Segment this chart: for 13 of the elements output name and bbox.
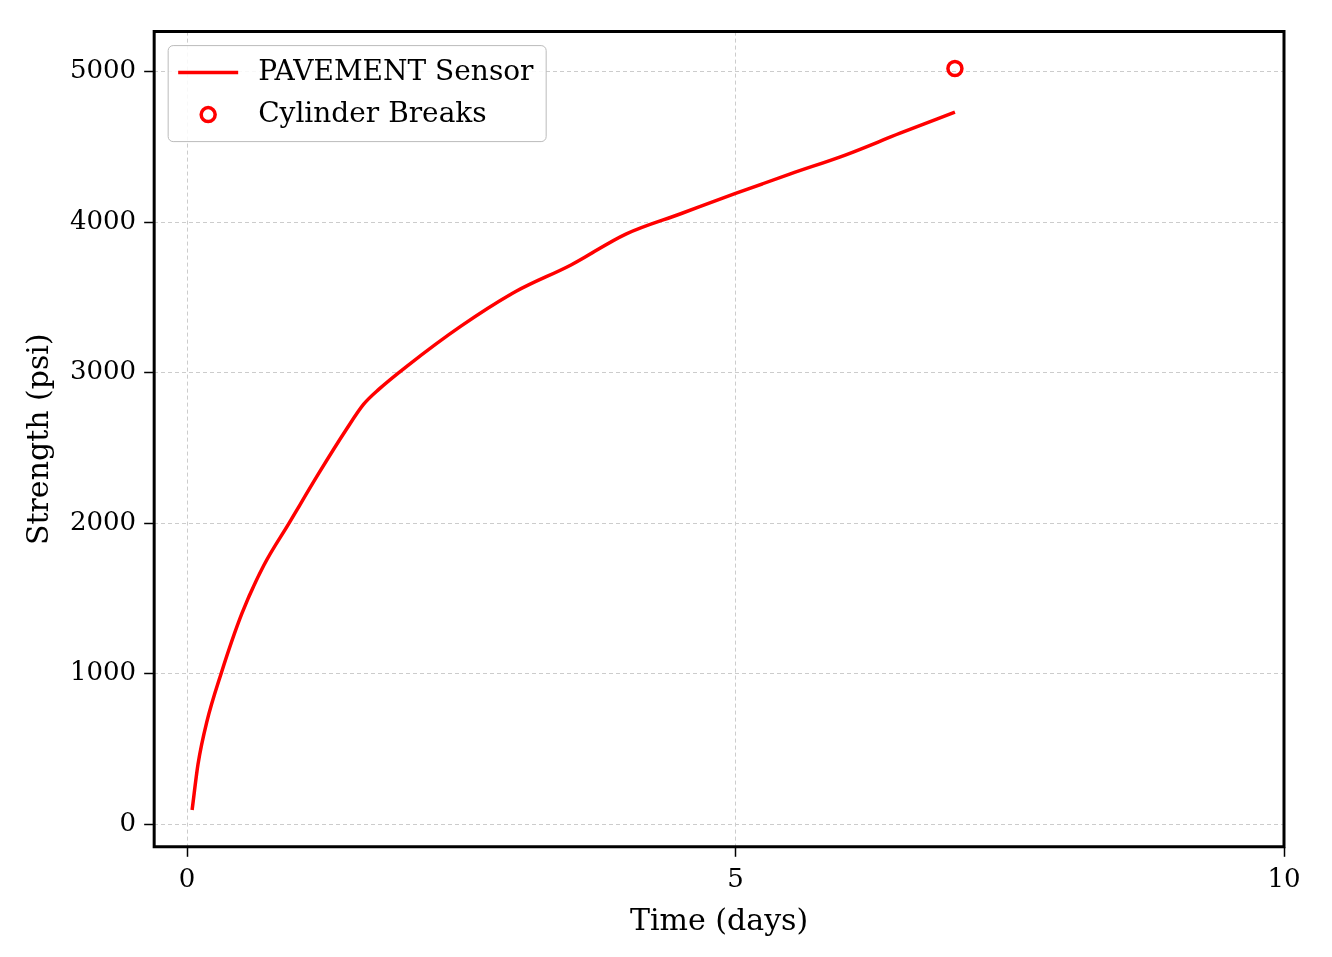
x-axis-title: Time (days) (629, 901, 809, 937)
y-tick-label: 2000 (70, 505, 137, 536)
x-tick-label: 5 (727, 863, 744, 894)
x-tick-label: 0 (178, 863, 196, 894)
x-tick-label: 10 (1267, 863, 1301, 894)
legend-label: PAVEMENT Sensor (258, 53, 535, 87)
y-tick-label: 4000 (70, 204, 137, 235)
y-tick-label: 5000 (70, 54, 137, 85)
y-axis-title: Strength (psi) (19, 333, 55, 546)
y-tick-label: 1000 (70, 656, 137, 687)
legend-label: Cylinder Breaks (258, 95, 487, 129)
y-tick-label: 0 (119, 806, 137, 837)
y-tick-label: 3000 (70, 355, 137, 386)
